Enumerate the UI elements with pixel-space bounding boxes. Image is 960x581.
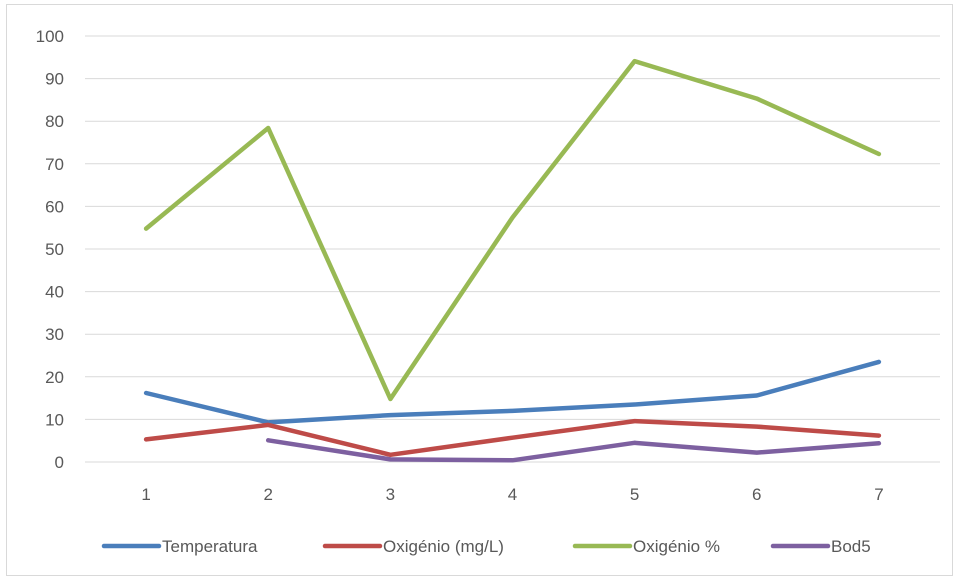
x-tick-label: 3 [386,485,395,504]
y-tick-label: 40 [45,283,64,302]
legend: Temperatura Oxigénio (mg/L) Oxigénio % Bod5 [101,537,871,556]
legend-label: Oxigénio % [633,537,720,556]
x-tick-label: 6 [752,485,761,504]
legend-item: Oxigénio % [572,537,720,556]
series-line-0 [143,359,882,425]
y-tick-label: 20 [45,368,64,387]
y-tick-label: 100 [36,27,64,46]
x-axis-ticks: 1 2 3 4 5 6 7 [141,485,883,504]
chart-frame [6,4,953,576]
x-tick-label: 2 [263,485,272,504]
legend-label: Temperatura [162,537,258,556]
x-tick-label: 7 [874,485,883,504]
x-tick-label: 1 [141,485,150,504]
y-tick-label: 30 [45,325,64,344]
series-lines [143,58,882,463]
legend-item: Oxigénio (mg/L) [322,537,504,556]
y-tick-label: 50 [45,240,64,259]
gridlines [85,35,940,463]
y-tick-label: 10 [45,410,64,429]
y-tick-label: 60 [45,197,64,216]
legend-item: Temperatura [101,537,258,556]
series-line-2 [143,58,882,402]
y-tick-label: 90 [45,70,64,89]
legend-label: Bod5 [831,537,871,556]
x-tick-label: 4 [508,485,517,504]
y-axis-ticks: 0 10 20 30 40 50 60 70 80 90 100 [36,27,64,472]
legend-label: Oxigénio (mg/L) [383,537,504,556]
y-tick-label: 0 [55,453,64,472]
x-tick-label: 5 [630,485,639,504]
y-tick-label: 80 [45,112,64,131]
series-line-3 [265,438,882,463]
legend-item: Bod5 [770,537,871,556]
y-tick-label: 70 [45,155,64,174]
